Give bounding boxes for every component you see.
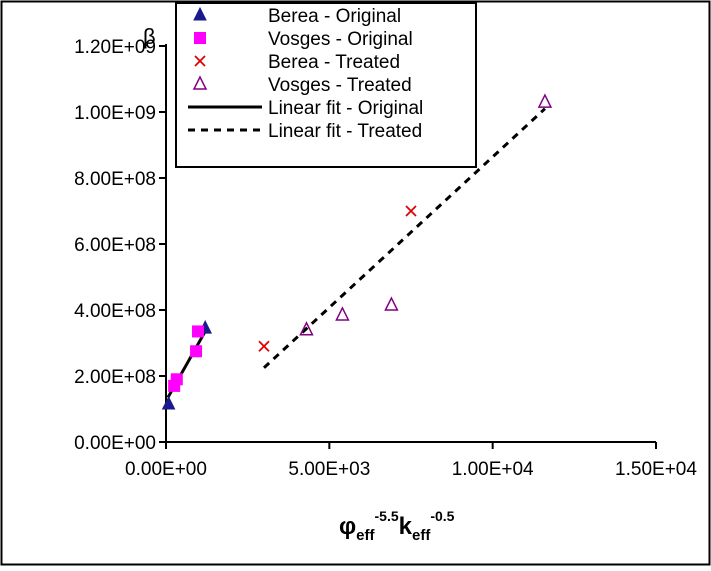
data-point [384, 296, 399, 311]
legend-marker [192, 75, 208, 90]
y-tick-label: 4.00E+08 [74, 301, 156, 322]
data-points [161, 93, 553, 410]
x-axis-label-sub-1: eff [356, 527, 375, 544]
y-tick-label: 0.00E+00 [74, 433, 156, 454]
data-point [161, 395, 176, 410]
y-tick-label: 6.00E+08 [74, 235, 156, 256]
data-point [537, 93, 553, 108]
data-point [192, 325, 205, 338]
x-axis-label-sup-2: -0.5 [430, 508, 454, 524]
fit-line [262, 107, 546, 369]
x-axis-label: φeff-5.5keff-0.5 [339, 508, 455, 544]
x-tick-label: 5.00E+03 [288, 459, 370, 480]
x-tick-label: 1.50E+04 [615, 459, 697, 480]
x-tick-label: 0.00E+00 [125, 459, 207, 480]
x-tick-label: 1.00E+04 [452, 459, 534, 480]
legend-marker [193, 6, 207, 21]
y-tick-label: 1.20E+09 [74, 37, 156, 58]
y-axis-label: β [143, 24, 156, 49]
y-tick-label: 2.00E+08 [74, 367, 156, 388]
data-point [335, 306, 350, 321]
data-point [170, 373, 183, 386]
legend-marker [194, 55, 206, 67]
legend-label: Berea - Original [268, 6, 401, 27]
y-tick-label: 8.00E+08 [74, 169, 156, 190]
x-axis-label-symbol: φ [339, 513, 356, 540]
data-point [258, 340, 270, 352]
x-axis-label-letter: k [399, 513, 413, 540]
data-point [299, 321, 314, 336]
data-point [190, 345, 203, 358]
x-axis-label-sup-1: -5.5 [375, 508, 399, 524]
legend-box [175, 2, 477, 168]
axes [159, 44, 657, 449]
data-point [405, 205, 417, 217]
legend-label: Berea - Treated [268, 52, 400, 73]
legend-label: Vosges - Original [268, 29, 413, 50]
x-axis-label-sub-2: eff [412, 527, 431, 544]
y-tick-label: 1.00E+09 [74, 103, 156, 124]
legend-label: Linear fit - Treated [268, 121, 422, 142]
tick-labels: 0.00E+00 2.00E+08 4.00E+08 6.00E+08 8.00E+08… [74, 37, 697, 480]
legend-label: Vosges - Treated [268, 75, 412, 96]
legend-marker [194, 32, 206, 44]
legend-label: Linear fit - Original [268, 98, 423, 119]
